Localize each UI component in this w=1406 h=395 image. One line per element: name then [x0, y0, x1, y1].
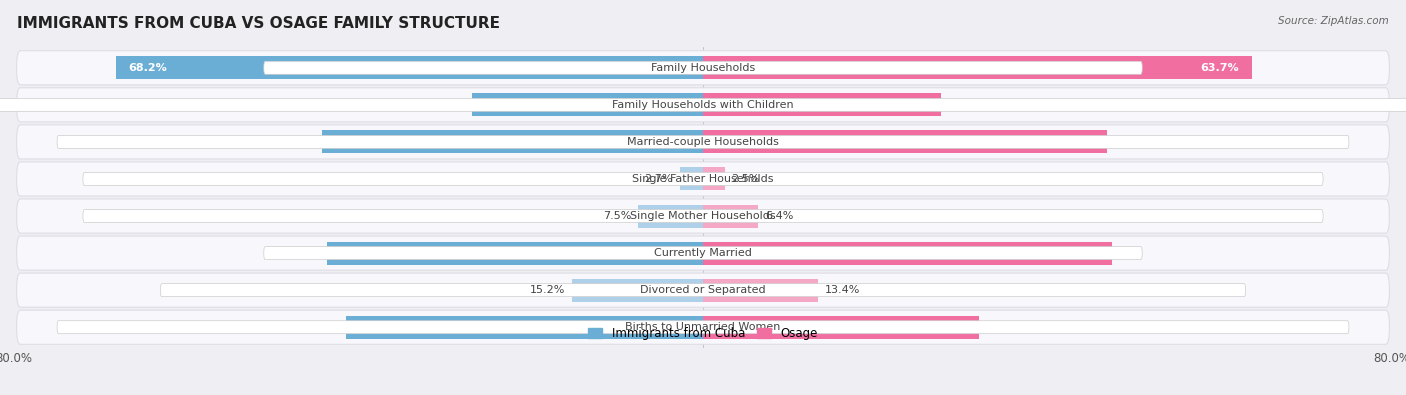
Bar [638, 205, 703, 228]
Text: 43.7%: 43.7% [340, 248, 378, 258]
Bar [322, 130, 703, 153]
FancyBboxPatch shape [17, 51, 1389, 85]
Bar [346, 316, 703, 339]
Text: 2.7%: 2.7% [644, 174, 673, 184]
Text: Married-couple Households: Married-couple Households [627, 137, 779, 147]
FancyBboxPatch shape [160, 284, 1246, 297]
Text: Divorced or Separated: Divorced or Separated [640, 285, 766, 295]
Bar [703, 242, 1112, 265]
Legend: Immigrants from Cuba, Osage: Immigrants from Cuba, Osage [583, 322, 823, 345]
Text: 2.5%: 2.5% [731, 174, 759, 184]
Text: Single Father Households: Single Father Households [633, 174, 773, 184]
FancyBboxPatch shape [0, 98, 1406, 111]
FancyBboxPatch shape [264, 246, 1142, 260]
Bar [703, 278, 818, 302]
FancyBboxPatch shape [17, 199, 1389, 233]
Bar [703, 316, 980, 339]
Text: Single Mother Households: Single Mother Households [630, 211, 776, 221]
Text: 41.5%: 41.5% [359, 322, 396, 332]
FancyBboxPatch shape [58, 321, 1348, 334]
Text: 26.8%: 26.8% [485, 100, 524, 110]
FancyBboxPatch shape [264, 61, 1142, 74]
Bar [703, 167, 724, 190]
Text: Currently Married: Currently Married [654, 248, 752, 258]
Text: 7.5%: 7.5% [603, 211, 631, 221]
Text: Births to Unmarried Women: Births to Unmarried Women [626, 322, 780, 332]
Bar [703, 56, 1251, 79]
Bar [115, 56, 703, 79]
FancyBboxPatch shape [83, 173, 1323, 186]
Text: IMMIGRANTS FROM CUBA VS OSAGE FAMILY STRUCTURE: IMMIGRANTS FROM CUBA VS OSAGE FAMILY STR… [17, 16, 501, 31]
FancyBboxPatch shape [17, 162, 1389, 196]
Text: 27.6%: 27.6% [889, 100, 928, 110]
FancyBboxPatch shape [58, 135, 1348, 149]
Text: 47.5%: 47.5% [1060, 248, 1099, 258]
Bar [703, 205, 758, 228]
Text: Family Households with Children: Family Households with Children [612, 100, 794, 110]
Text: 15.2%: 15.2% [530, 285, 565, 295]
Text: Source: ZipAtlas.com: Source: ZipAtlas.com [1278, 16, 1389, 26]
Text: 44.2%: 44.2% [335, 137, 374, 147]
Text: 6.4%: 6.4% [765, 211, 793, 221]
Text: 63.7%: 63.7% [1201, 63, 1239, 73]
Text: 32.1%: 32.1% [928, 322, 966, 332]
Text: 46.9%: 46.9% [1054, 137, 1094, 147]
Text: Family Households: Family Households [651, 63, 755, 73]
Bar [326, 242, 703, 265]
FancyBboxPatch shape [17, 125, 1389, 159]
Bar [703, 130, 1107, 153]
Text: 68.2%: 68.2% [128, 63, 167, 73]
Bar [472, 93, 703, 117]
Bar [679, 167, 703, 190]
Bar [572, 278, 703, 302]
Text: 13.4%: 13.4% [825, 285, 860, 295]
FancyBboxPatch shape [17, 310, 1389, 344]
FancyBboxPatch shape [83, 209, 1323, 222]
FancyBboxPatch shape [17, 88, 1389, 122]
Bar [703, 93, 941, 117]
FancyBboxPatch shape [17, 273, 1389, 307]
FancyBboxPatch shape [17, 236, 1389, 270]
